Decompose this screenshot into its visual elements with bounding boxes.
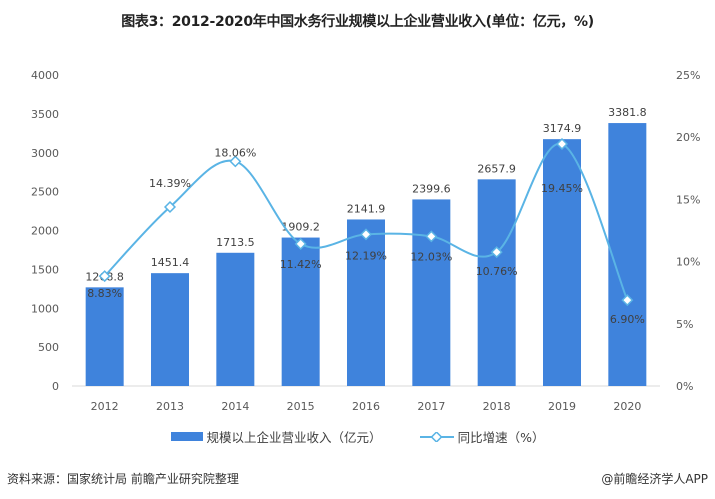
line-value-label: 18.06% bbox=[214, 146, 256, 159]
bar bbox=[543, 139, 581, 386]
bar-value-label: 2399.6 bbox=[412, 182, 451, 195]
line-point bbox=[294, 237, 307, 250]
x-tick-label: 2019 bbox=[548, 400, 576, 413]
x-tick-label: 2018 bbox=[483, 400, 511, 413]
bar bbox=[151, 273, 189, 386]
bar bbox=[412, 199, 451, 386]
bar-value-label: 2141.9 bbox=[347, 202, 386, 215]
x-tick-label: 2016 bbox=[352, 400, 380, 413]
y-left-tick-label: 2000 bbox=[31, 225, 59, 238]
y-right-tick-label: 25% bbox=[676, 69, 700, 82]
line-point bbox=[359, 228, 373, 241]
bar-value-label: 1451.4 bbox=[151, 256, 190, 269]
line-value-label: 10.76% bbox=[476, 265, 518, 278]
bar-value-label: 1909.2 bbox=[281, 221, 320, 234]
legend-bar-label: 规模以上企业营业收入（亿元） bbox=[206, 430, 382, 445]
line-point bbox=[425, 230, 438, 243]
line-point bbox=[555, 138, 569, 151]
line-value-label: 19.45% bbox=[541, 182, 583, 195]
line-point bbox=[98, 270, 111, 283]
x-tick-label: 2020 bbox=[613, 400, 641, 413]
y-left-tick-label: 3000 bbox=[31, 147, 59, 160]
x-tick-label: 2013 bbox=[156, 400, 184, 413]
bar bbox=[477, 179, 516, 386]
bar bbox=[608, 123, 647, 386]
line-value-label: 11.42% bbox=[280, 258, 322, 271]
x-tick-label: 2015 bbox=[287, 400, 315, 413]
line-value-label: 6.90% bbox=[610, 313, 645, 326]
bar-value-label: 2657.9 bbox=[477, 162, 516, 175]
legend-line-swatch bbox=[419, 431, 454, 442]
y-left-tick-label: 2500 bbox=[31, 186, 59, 199]
y-left-tick-label: 1000 bbox=[31, 302, 59, 315]
bar bbox=[281, 237, 320, 386]
x-tick-label: 2012 bbox=[91, 400, 119, 413]
legend-bar-swatch bbox=[170, 432, 203, 441]
legend-line-label: 同比增速（%） bbox=[457, 430, 545, 445]
line-value-label: 14.39% bbox=[149, 177, 191, 190]
bar bbox=[85, 287, 124, 386]
line-point bbox=[163, 200, 177, 213]
chart-title: 图表3：2012-2020年中国水务行业规模以上企业营业收入(单位：亿元，%) bbox=[121, 14, 594, 30]
legend-item-line: 同比增速（%） bbox=[419, 427, 545, 446]
x-tick-label: 2014 bbox=[221, 400, 249, 413]
bar-value-label: 3174.9 bbox=[543, 122, 582, 135]
legend: 规模以上企业营业收入（亿元） 同比增速（%） bbox=[0, 427, 715, 446]
line-value-label: 12.03% bbox=[410, 250, 452, 263]
line-point bbox=[621, 294, 634, 307]
line-point bbox=[490, 246, 503, 259]
y-right-tick-label: 20% bbox=[676, 131, 700, 144]
bar bbox=[347, 219, 385, 386]
y-left-tick-label: 1500 bbox=[31, 263, 59, 276]
y-right-tick-label: 5% bbox=[676, 318, 693, 331]
legend-item-bar: 规模以上企业营业收入（亿元） bbox=[170, 427, 382, 446]
y-left-tick-label: 500 bbox=[38, 341, 59, 354]
y-right-tick-label: 0% bbox=[676, 380, 693, 393]
y-left-tick-label: 0 bbox=[52, 380, 59, 393]
bar bbox=[216, 252, 255, 386]
line-point bbox=[229, 155, 242, 168]
line-value-label: 12.19% bbox=[345, 249, 387, 262]
y-right-tick-label: 10% bbox=[676, 256, 700, 269]
y-left-tick-label: 3500 bbox=[31, 108, 59, 121]
source-note: 资料来源：国家统计局 前瞻产业研究院整理 bbox=[7, 472, 239, 486]
credit: @前瞻经济学人APP bbox=[601, 472, 708, 486]
bar-value-label: 1713.5 bbox=[216, 236, 255, 249]
line-value-label: 8.83% bbox=[87, 287, 122, 300]
y-right-tick-label: 15% bbox=[676, 193, 700, 206]
bar-value-label: 3381.8 bbox=[608, 106, 647, 119]
y-left-tick-label: 4000 bbox=[31, 69, 59, 82]
x-tick-label: 2017 bbox=[417, 400, 445, 413]
